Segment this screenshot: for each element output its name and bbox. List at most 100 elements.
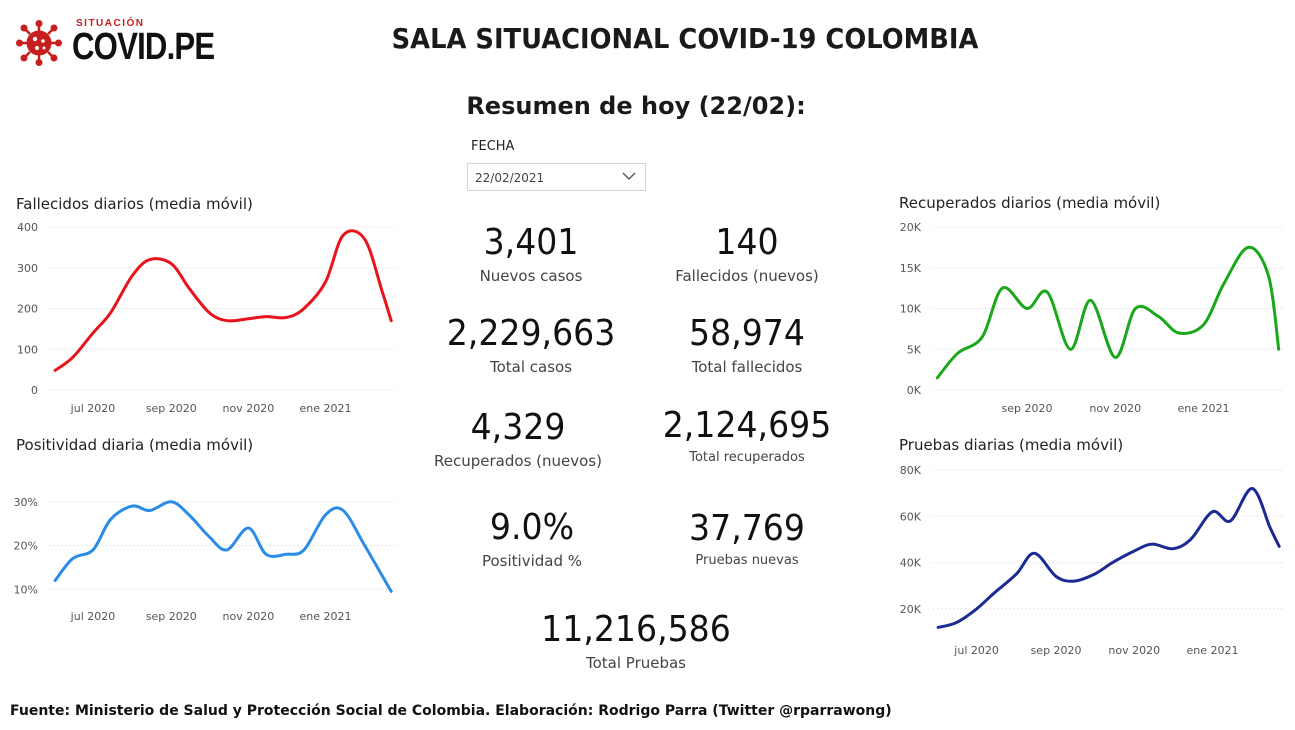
data-point	[130, 504, 134, 508]
data-point	[285, 316, 288, 319]
recuperados-chart: 0K 5K 10K 15K 20K sep 2020 nov 2020 ene 2021	[900, 221, 1283, 415]
data-point	[1151, 542, 1154, 546]
x-tick-label: sep 2020	[146, 402, 197, 415]
data-point	[363, 238, 366, 241]
y-tick-label: 30%	[14, 496, 38, 509]
data-point	[1177, 331, 1181, 335]
data-point	[981, 335, 984, 339]
x-tick-label: nov 2020	[1089, 402, 1141, 415]
kpi-positividad: 9.0% Positividad %	[432, 507, 632, 570]
kpi-label: Fallecidos (nuevos)	[675, 267, 819, 285]
chevron-down-icon[interactable]	[621, 169, 637, 183]
data-point	[1222, 282, 1225, 286]
data-point	[1133, 549, 1136, 553]
x-tick-label: ene 2021	[299, 402, 351, 415]
data-point	[109, 311, 112, 314]
data-point	[91, 331, 95, 335]
data-point	[936, 376, 939, 379]
x-tick-label: nov 2020	[223, 610, 275, 623]
data-point	[225, 548, 229, 552]
kpi-total-fallecidos: 58,974 Total fallecidos	[647, 313, 847, 376]
data-point	[390, 319, 393, 322]
y-tick-label: 5K	[907, 343, 922, 356]
x-tick-label: sep 2020	[146, 610, 197, 623]
source-note: Fuente: Ministerio de Salud y Protección…	[10, 703, 892, 719]
chart-title-fallecidos: Fallecidos diarios (media móvil)	[16, 195, 253, 213]
positividad-chart: 10% 20% 30% jul 2020 sep 2020 nov 2020 ene 202…	[14, 496, 395, 623]
kpi-value: 2,124,695	[662, 405, 832, 446]
data-point	[302, 548, 306, 552]
chart-title-pruebas: Pruebas diarias (media móvil)	[899, 436, 1124, 454]
y-tick-label: 80K	[900, 464, 922, 477]
series-line-pruebas	[936, 487, 1281, 629]
data-point	[53, 579, 57, 582]
logo-big-text: COVID.PE	[72, 26, 215, 68]
data-point	[1277, 348, 1280, 351]
kpi-label: Nuevos casos	[479, 267, 583, 285]
x-tick-label: ene 2021	[1186, 644, 1238, 657]
y-tick-label: 20K	[900, 221, 922, 234]
kpi-total-pruebas: 11,216,586 Total Pruebas	[516, 609, 756, 672]
data-point	[1054, 575, 1058, 578]
data-point	[342, 509, 345, 512]
data-point	[1211, 510, 1214, 513]
kpi-value: 2,229,663	[446, 313, 616, 354]
x-tick-label: sep 2020	[1031, 644, 1082, 657]
data-point	[1251, 487, 1254, 490]
kpi-label: Positividad %	[481, 552, 583, 570]
kpi-total-casos: 2,229,663 Total casos	[411, 313, 651, 376]
kpi-value: 9.0%	[489, 507, 575, 548]
data-point	[342, 234, 345, 237]
kpi-value: 140	[715, 222, 779, 263]
kpi-value: 4,329	[470, 407, 566, 448]
kpi-recuperados-nuevos: 4,329 Recuperados (nuevos)	[418, 407, 618, 470]
data-point	[1278, 545, 1281, 548]
data-point	[264, 315, 268, 318]
date-filter-dropdown[interactable]: 22/02/2021	[467, 163, 646, 191]
y-tick-label: 0	[31, 384, 38, 397]
y-tick-label: 10%	[14, 583, 38, 596]
y-tick-label: 15K	[900, 262, 922, 275]
kpi-label: Total Pruebas	[585, 654, 686, 672]
x-tick-label: nov 2020	[1108, 644, 1160, 657]
data-point	[1001, 286, 1004, 290]
y-tick-label: 200	[17, 303, 38, 316]
data-point	[1089, 299, 1092, 302]
data-point	[993, 591, 996, 594]
data-point	[1269, 526, 1272, 530]
y-tick-label: 100	[17, 343, 38, 356]
data-point	[53, 369, 57, 372]
data-point	[302, 307, 306, 310]
data-point	[130, 274, 134, 278]
data-point	[1069, 348, 1072, 351]
pruebas-chart: 20K 40K 60K 80K jul 2020 sep 2020 nov 2020 ene …	[900, 464, 1283, 657]
data-point	[1093, 572, 1096, 576]
data-point	[170, 262, 173, 265]
virus-icon	[16, 20, 62, 66]
x-tick-label: nov 2020	[223, 402, 275, 415]
data-point	[1229, 519, 1232, 523]
y-tick-label: 400	[17, 221, 38, 234]
kpi-total-recuperados: 2,124,695 Total recuperados	[637, 405, 857, 465]
data-point	[148, 258, 151, 261]
data-point	[91, 548, 95, 552]
data-point	[225, 319, 229, 322]
y-tick-label: 0K	[907, 384, 922, 397]
kpi-fallecidos-nuevos: 140 Fallecidos (nuevos)	[647, 222, 847, 285]
x-tick-label: sep 2020	[1002, 402, 1053, 415]
kpi-label: Total casos	[489, 358, 573, 376]
date-filter-value: 22/02/2021	[475, 171, 545, 185]
kpi-nuevos-casos: 3,401 Nuevos casos	[431, 222, 631, 285]
data-point	[264, 553, 268, 556]
data-point	[208, 535, 211, 538]
data-point	[247, 317, 250, 320]
data-point	[71, 356, 74, 359]
kpi-value: 37,769	[689, 508, 805, 549]
logo-small-text: SITUACIÓN	[76, 18, 145, 29]
data-point	[1111, 561, 1114, 564]
x-tick-label: ene 2021	[299, 610, 351, 623]
date-filter-label: FECHA	[471, 139, 515, 154]
data-point	[1134, 307, 1137, 310]
data-point	[1171, 547, 1174, 550]
data-point	[324, 280, 327, 284]
